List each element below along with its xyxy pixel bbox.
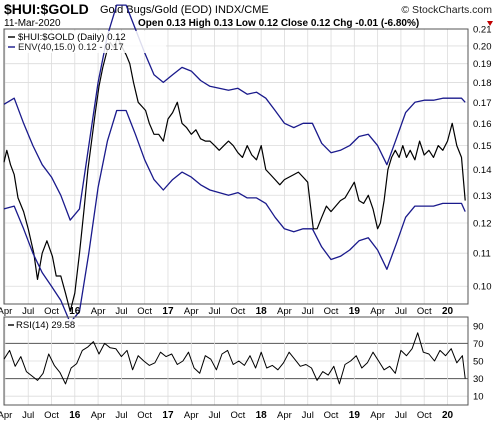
price-y-tick-label: 0.19	[473, 59, 492, 70]
rsi-x-tick-label: Apr	[370, 410, 385, 421]
price-y-tick-label: 0.20	[473, 41, 492, 52]
rsi-x-tick-label: Jul	[208, 410, 220, 421]
price-x-tick-label: 18	[256, 306, 268, 317]
rsi-x-tick-label: Apr	[277, 410, 292, 421]
price-x-tick-label: Oct	[417, 306, 432, 317]
rsi-x-tick-label: Jul	[115, 410, 127, 421]
rsi-y-tick-label: 70	[473, 339, 484, 350]
price-y-tick-label: 0.10	[473, 282, 492, 293]
down-arrow-icon	[487, 21, 493, 26]
price-panel-frame	[3, 28, 469, 305]
rsi-x-tick-label: Oct	[324, 410, 339, 421]
price-y-tick-label: 0.12	[473, 219, 492, 230]
price-y-tick-label: 0.14	[473, 165, 492, 176]
rsi-panel-frame	[3, 316, 469, 406]
price-x-tick-label: Oct	[230, 306, 245, 317]
price-x-tick-label: Oct	[137, 306, 152, 317]
rsi-x-tick-label: Jul	[22, 410, 34, 421]
envelope-upper-line	[3, 4, 466, 221]
price-x-tick-label: 19	[349, 306, 361, 317]
price-legend-box	[6, 31, 166, 53]
price-x-tick-label: Apr	[184, 306, 199, 317]
rsi-x-tick-label: Oct	[137, 410, 152, 421]
price-y-tick-label: 0.17	[473, 98, 492, 109]
rsi-series-line	[3, 332, 466, 385]
price-x-tick-label: 16	[69, 306, 81, 317]
price-x-tick-label: 17	[162, 306, 174, 317]
envelope-lower-line	[3, 109, 466, 324]
price-x-tick-label: Jul	[302, 306, 314, 317]
price-y-tick-label: 0.13	[473, 191, 492, 202]
price-series-line	[3, 36, 466, 312]
rsi-x-tick-label: 18	[256, 410, 268, 421]
price-y-tick-label: 0.21	[473, 25, 492, 36]
legend-entry-price: $HUI:$GOLD (Daily) 0.12	[18, 32, 126, 43]
rsi-x-tick-label: 17	[162, 410, 174, 421]
legend-entry-rsi: RSI(14) 29.58	[16, 320, 75, 331]
symbol-title: $HUI:$GOLD	[4, 1, 89, 17]
price-y-tick-label: 0.18	[473, 78, 492, 89]
price-x-tick-label: Jul	[22, 306, 34, 317]
price-x-tick-label: Apr	[370, 306, 385, 317]
price-y-tick-label: 0.11	[473, 249, 491, 260]
price-x-tick-label: Jul	[395, 306, 407, 317]
rsi-x-tick-label: Apr	[0, 410, 12, 421]
price-x-tick-label: Jul	[208, 306, 220, 317]
rsi-x-tick-label: Jul	[395, 410, 407, 421]
price-x-tick-label: Oct	[324, 306, 339, 317]
ohlc-summary: Open 0.13 High 0.13 Low 0.12 Close 0.12 …	[138, 18, 419, 29]
rsi-series-group	[3, 332, 466, 385]
price-x-tick-label: Oct	[44, 306, 59, 317]
rsi-x-tick-label: 19	[349, 410, 361, 421]
rsi-x-tick-label: Apr	[91, 410, 106, 421]
rsi-y-tick-label: 50	[473, 357, 484, 368]
price-y-axis: 0.10 0.11 0.12 0.13 0.14 0.15 0.16 0.17 0.18 0.19…	[473, 25, 492, 293]
price-x-tick-label: Apr	[91, 306, 106, 317]
price-grid	[4, 28, 468, 304]
rsi-x-axis: Apr Jul Oct 16 Apr Jul Oct 17 Apr Jul Oct 18 Apr Jul O…	[0, 410, 454, 421]
price-x-tick-label: 20	[442, 306, 454, 317]
rsi-grid	[4, 317, 468, 405]
legend-entry-envelope: ENV(40,15.0) 0.12 - 0.17	[18, 42, 124, 53]
copyright-label: © StockCharts.com	[401, 4, 492, 16]
rsi-x-tick-label: Oct	[417, 410, 432, 421]
price-x-axis: Apr Jul Oct 16 Apr Jul Oct 17 Apr Jul Oct 18 Apr Jul O…	[0, 306, 454, 317]
price-x-tick-label: Jul	[115, 306, 127, 317]
rsi-y-axis: 10 30 50 70 90	[473, 321, 484, 402]
price-y-tick-label: 0.15	[473, 141, 492, 152]
rsi-y-tick-label: 30	[473, 374, 484, 385]
symbol-description: Gold Bugs/Gold (EOD) INDX/CME	[100, 4, 269, 16]
rsi-y-tick-label: 10	[473, 392, 484, 403]
quote-date: 11-Mar-2020	[4, 18, 61, 29]
price-x-tick-label: Apr	[0, 306, 12, 317]
rsi-x-tick-label: Jul	[302, 410, 314, 421]
rsi-x-tick-label: 20	[442, 410, 454, 421]
price-x-tick-label: Apr	[277, 306, 292, 317]
price-y-tick-label: 0.16	[473, 119, 492, 130]
rsi-legend-box	[6, 319, 78, 330]
rsi-x-tick-label: 16	[69, 410, 81, 421]
price-series-group	[3, 4, 466, 324]
rsi-x-tick-label: Oct	[230, 410, 245, 421]
rsi-x-tick-label: Apr	[184, 410, 199, 421]
rsi-x-tick-label: Oct	[44, 410, 59, 421]
rsi-y-tick-label: 90	[473, 321, 484, 332]
